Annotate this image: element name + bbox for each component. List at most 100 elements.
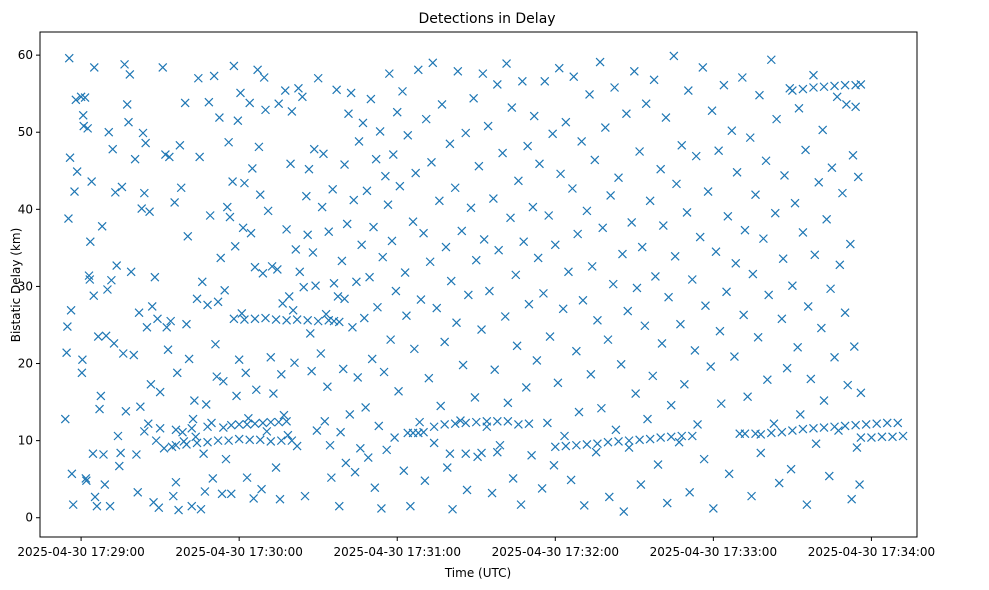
data-point: [527, 450, 537, 460]
data-point: [544, 211, 554, 220]
data-point: [517, 76, 527, 86]
data-point: [187, 501, 197, 511]
data-point: [145, 207, 155, 217]
data-point: [261, 105, 270, 115]
data-point: [483, 121, 493, 131]
data-point: [141, 138, 151, 148]
data-point: [203, 422, 212, 432]
data-point: [334, 317, 344, 327]
data-point: [153, 314, 162, 324]
data-point: [574, 407, 584, 417]
data-point: [830, 81, 839, 91]
data-point: [350, 467, 360, 477]
data-point: [506, 213, 515, 223]
data-point: [650, 271, 660, 281]
data-point: [266, 352, 276, 362]
data-point: [440, 337, 450, 347]
data-point: [533, 253, 543, 263]
data-point: [267, 261, 277, 271]
data-point: [363, 453, 373, 463]
data-point: [827, 163, 837, 173]
data-point: [816, 323, 826, 333]
data-point: [353, 372, 363, 382]
data-point: [479, 234, 489, 244]
data-point: [85, 275, 95, 284]
data-point: [766, 55, 776, 65]
data-point: [208, 473, 218, 483]
data-point: [798, 424, 808, 434]
data-point: [70, 187, 79, 197]
data-point: [582, 206, 592, 216]
data-point: [674, 437, 684, 447]
data-point: [855, 480, 864, 489]
data-point: [384, 69, 394, 79]
data-point: [500, 312, 510, 321]
data-point: [727, 126, 737, 136]
data-point: [550, 442, 560, 452]
data-point: [549, 460, 559, 470]
data-point: [171, 440, 181, 450]
data-point: [317, 202, 327, 212]
data-point: [637, 242, 647, 252]
data-point: [516, 500, 526, 510]
data-point: [802, 500, 812, 510]
data-point: [477, 325, 486, 335]
data-point: [71, 95, 81, 105]
data-point: [494, 245, 504, 255]
data-point: [529, 111, 539, 121]
data-point: [83, 123, 93, 133]
data-point: [502, 59, 511, 69]
data-point: [66, 305, 76, 315]
data-point: [299, 282, 309, 292]
data-point: [236, 88, 245, 98]
data-point: [332, 85, 342, 95]
data-point: [380, 171, 390, 181]
data-point: [334, 501, 344, 511]
data-point: [487, 488, 497, 498]
x-tick-label: 2025-04-30 17:30:00: [175, 545, 302, 559]
data-point: [254, 142, 264, 152]
data-point: [274, 99, 284, 109]
y-tick-label: 60: [18, 48, 33, 62]
data-point: [421, 114, 431, 124]
data-point: [578, 295, 588, 305]
data-point: [212, 372, 222, 382]
data-point: [425, 257, 435, 267]
data-point: [134, 308, 144, 318]
data-point: [359, 313, 369, 323]
data-point: [201, 399, 211, 409]
data-point: [490, 365, 500, 375]
data-point: [424, 373, 434, 383]
data-point: [316, 349, 326, 358]
data-point: [492, 447, 502, 457]
data-point: [291, 244, 301, 254]
data-point: [255, 435, 265, 445]
data-point: [160, 150, 170, 160]
data-point: [641, 99, 651, 109]
data-point: [585, 90, 594, 99]
data-point: [415, 417, 425, 427]
data-point: [471, 255, 481, 265]
x-axis-title: Time (UTC): [444, 566, 511, 580]
data-point: [657, 339, 667, 348]
data-point: [90, 492, 100, 502]
data-point: [540, 76, 550, 86]
data-point: [631, 389, 641, 399]
data-point: [485, 286, 494, 296]
data-point: [399, 466, 409, 476]
data-point: [189, 396, 199, 405]
data-point: [708, 504, 718, 513]
data-point: [282, 416, 292, 426]
data-point: [192, 294, 202, 304]
data-point: [309, 144, 319, 154]
data-point: [110, 187, 120, 197]
data-point: [774, 478, 784, 488]
data-point: [164, 152, 174, 162]
data-point: [394, 386, 403, 396]
data-point: [326, 473, 336, 483]
data-point: [701, 301, 710, 311]
data-point: [561, 441, 571, 451]
data-point: [809, 83, 818, 92]
data-point: [288, 305, 298, 315]
